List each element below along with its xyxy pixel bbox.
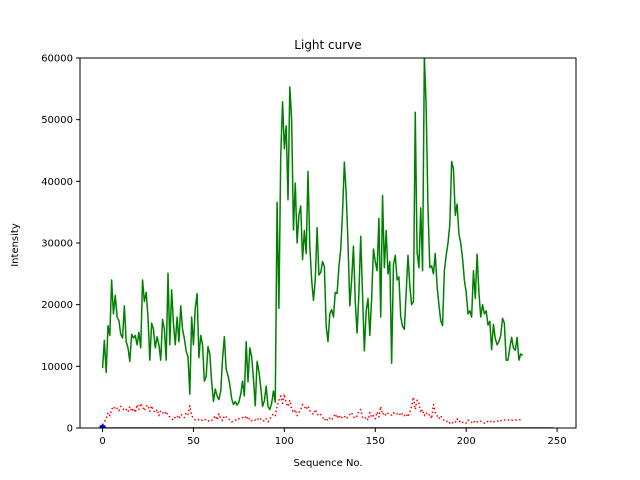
plot-area: [99, 58, 554, 428]
chart-title: Light curve: [294, 38, 361, 52]
y-tick-label: 10000: [41, 362, 73, 373]
y-axis-label: Intensity: [10, 223, 21, 267]
y-tick-label: 40000: [41, 177, 73, 188]
y-axis-ticks: 0 10000 20000 30000 40000 50000 60000: [41, 54, 80, 435]
x-tick-label: 50: [187, 436, 200, 447]
y-tick-label: 20000: [41, 300, 73, 311]
x-tick-label: 100: [275, 436, 294, 447]
x-axis-ticks: 0 50 100 150 200 250: [99, 428, 567, 447]
x-tick-label: 200: [457, 436, 476, 447]
background-series-line: [101, 393, 523, 426]
y-tick-label: 0: [67, 424, 73, 435]
y-tick-label: 60000: [41, 54, 73, 65]
y-tick-label: 50000: [41, 115, 73, 126]
main-series-line: [101, 58, 523, 411]
x-tick-label: 250: [548, 436, 567, 447]
x-tick-label: 150: [366, 436, 385, 447]
y-tick-label: 30000: [41, 239, 73, 250]
x-axis-label: Sequence No.: [293, 458, 362, 469]
x-tick-label: 0: [99, 436, 105, 447]
axes-frame: [79, 57, 577, 429]
series-marker: [99, 424, 107, 428]
